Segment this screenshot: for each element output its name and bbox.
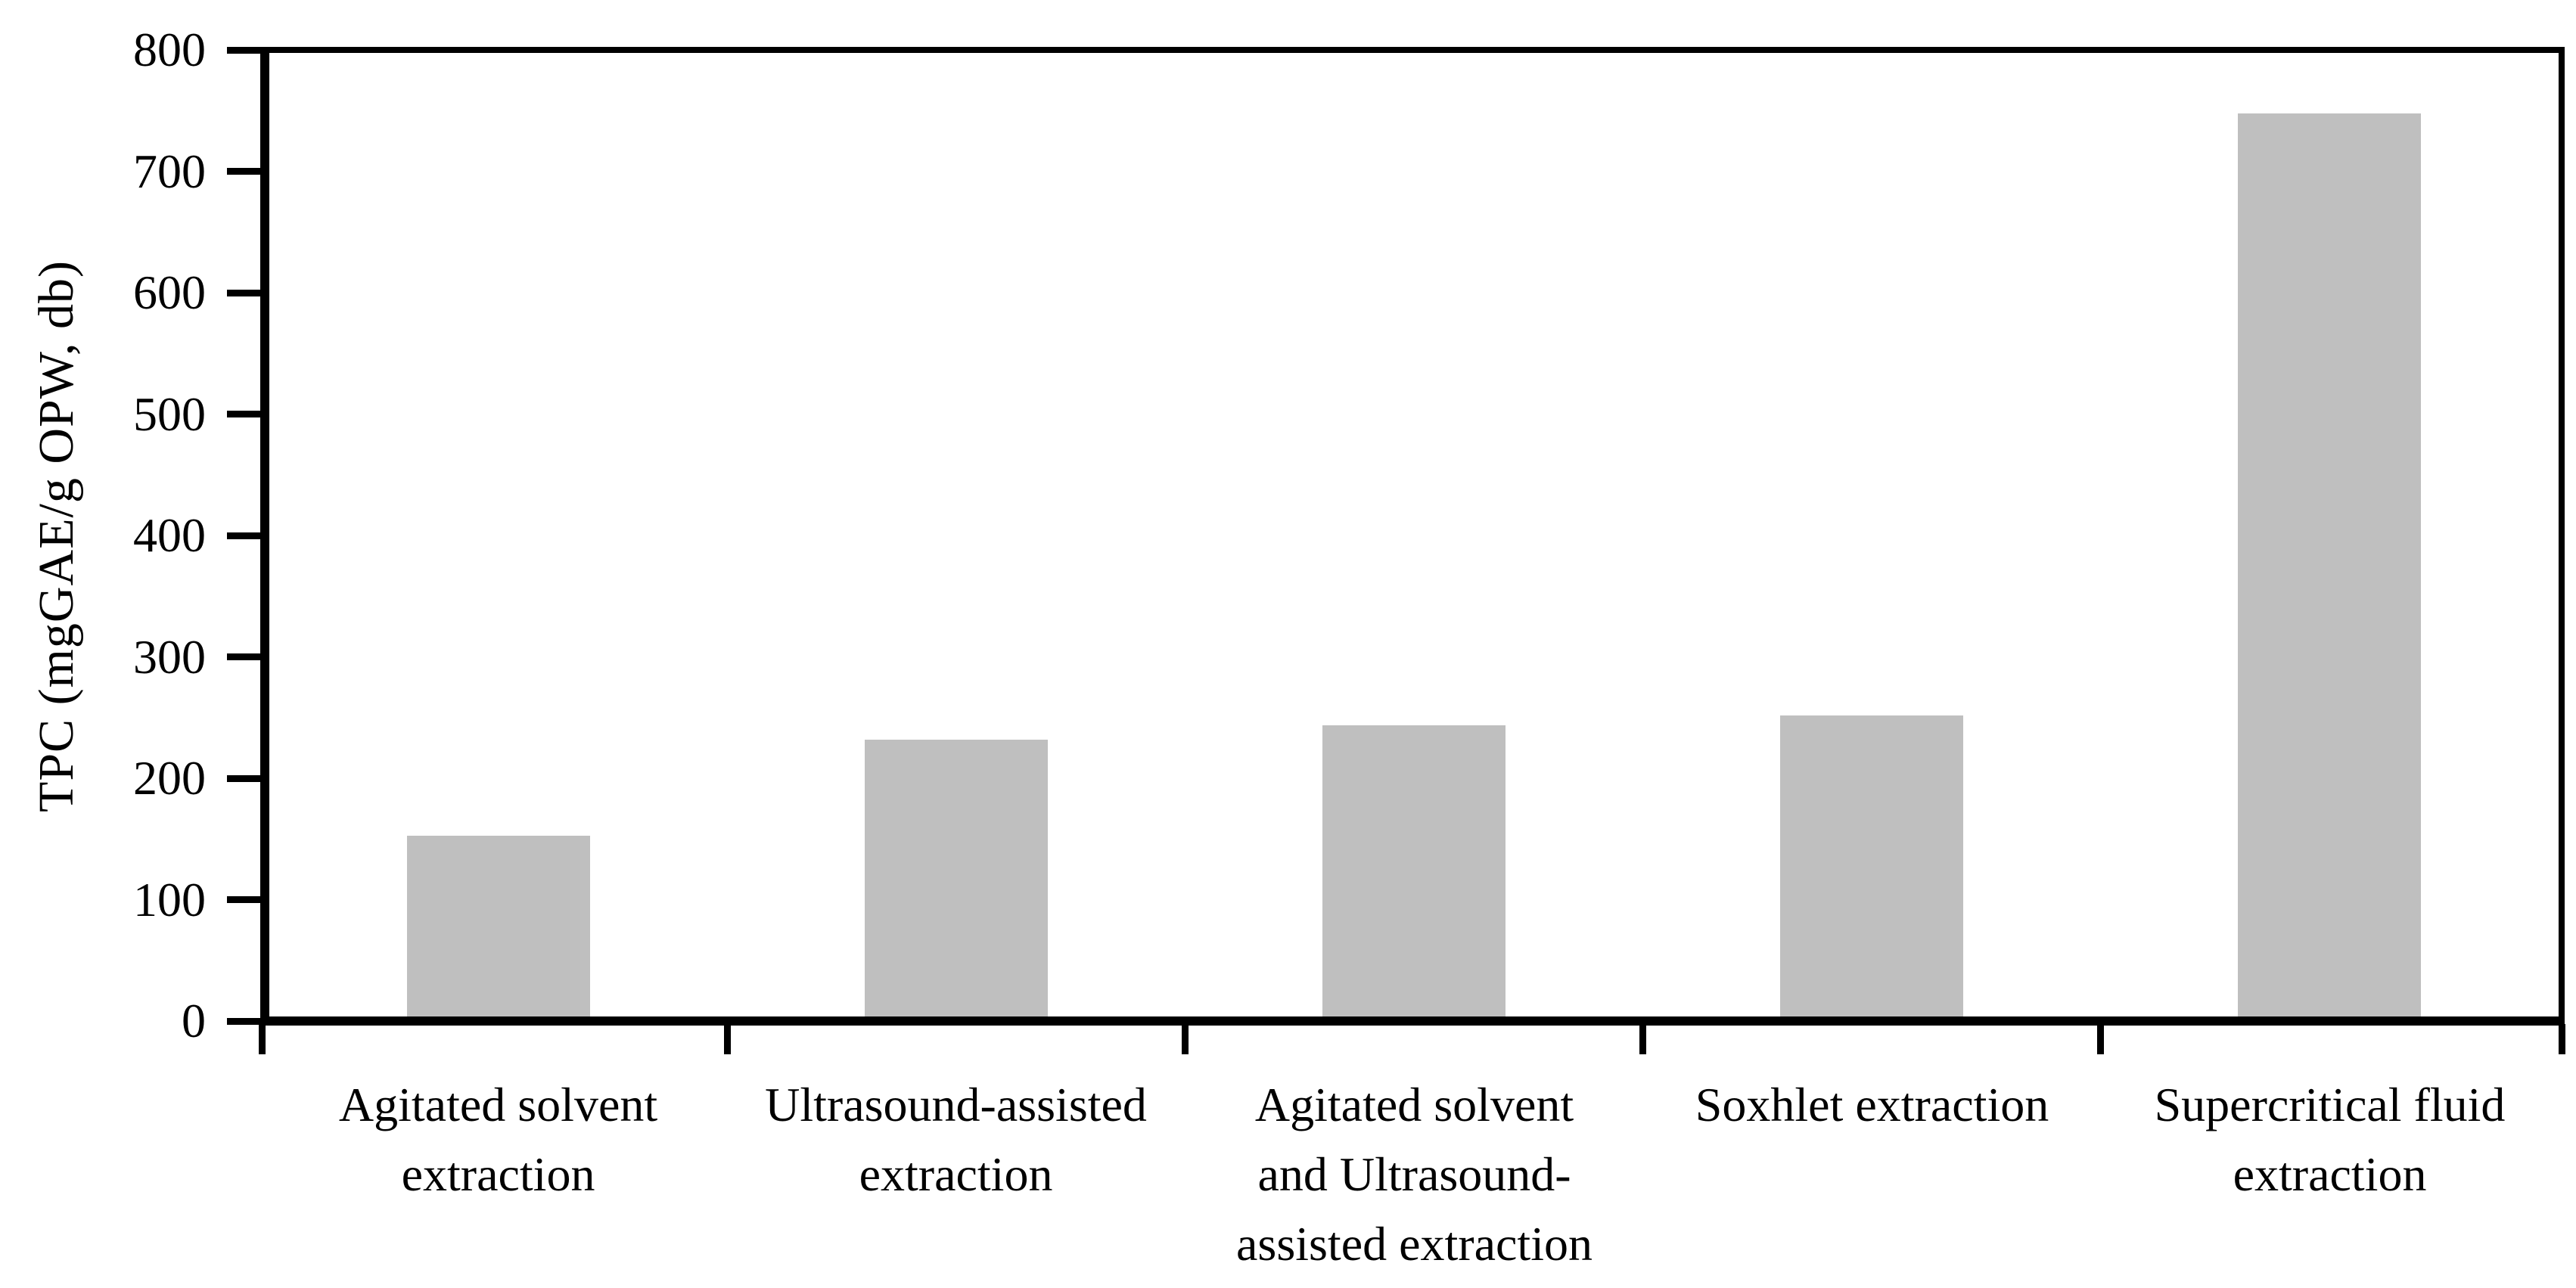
bar [407,836,590,1016]
y-tick-mark [227,168,260,175]
x-category-label: Agitated solvent and Ultrasound- assiste… [1236,1078,1593,1271]
y-tick-mark [227,896,260,903]
y-tick-mark [227,653,260,660]
bar [2238,113,2421,1016]
y-tick-mark [227,289,260,296]
y-tick-label: 800 [133,23,206,76]
x-tick-mark [1181,1024,1189,1054]
y-tick-mark [227,532,260,539]
x-category-label: Supercritical fluid extraction [2154,1078,2506,1201]
y-tick-label: 200 [133,751,206,805]
x-category-label: Ultrasound-assisted extraction [765,1078,1147,1201]
y-tick-mark [227,411,260,417]
y-tick-mark [227,774,260,782]
x-tick-mark [258,1024,266,1054]
y-tick-mark [227,46,260,54]
y-tick-label: 100 [133,872,206,926]
x-tick-mark [2097,1024,2105,1054]
x-category-label: Agitated solvent extraction [338,1078,658,1201]
y-tick-label: 400 [133,508,206,562]
plot-area [260,47,2565,1026]
x-tick-mark [2558,1024,2565,1054]
x-category-label: Soxhlet extraction [1695,1078,2049,1131]
x-tick-mark [723,1024,731,1054]
y-tick-label: 700 [133,144,206,198]
bar [1322,725,1506,1016]
y-tick-label: 300 [133,629,206,684]
y-tick-label: 500 [133,386,206,441]
bar [865,740,1048,1016]
y-tick-mark [227,1017,260,1025]
bar [1780,715,1963,1016]
y-tick-label: 0 [182,994,206,1047]
y-tick-label: 600 [133,265,206,319]
x-tick-mark [1639,1024,1647,1054]
